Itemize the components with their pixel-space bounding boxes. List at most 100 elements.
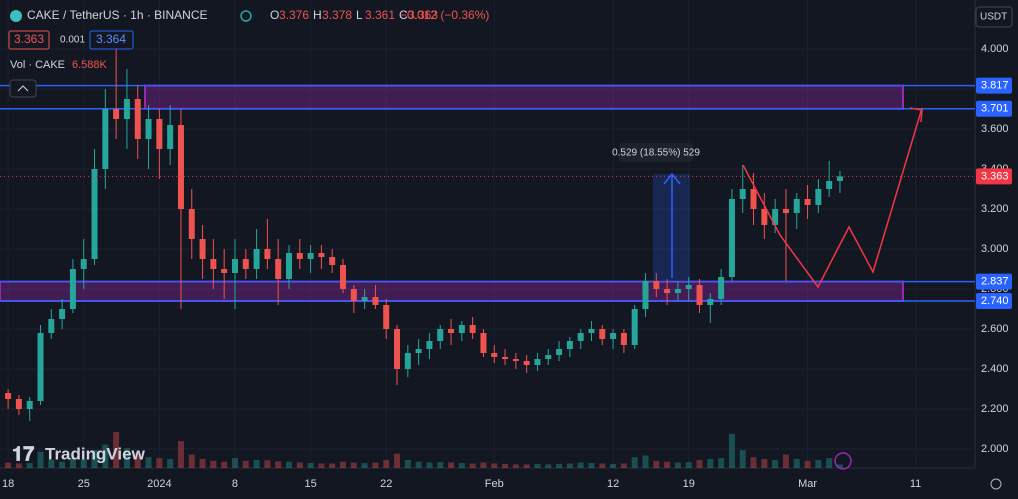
y-tick-label: 2.600 (981, 323, 1009, 335)
candle-body (750, 189, 757, 209)
candle-body (480, 333, 487, 353)
candle-body (156, 119, 163, 149)
ohlc-value: 3.378 (322, 8, 352, 22)
x-tick-label: Feb (485, 478, 504, 490)
volume-bar (469, 463, 476, 468)
level-label: 2.740 (981, 295, 1009, 307)
currency-button[interactable] (975, 6, 1013, 28)
volume-bar (782, 454, 789, 468)
candle-body (685, 285, 692, 289)
volume-bar (577, 462, 584, 468)
volume-bar (491, 463, 498, 468)
candle-body (5, 393, 12, 399)
spread: 0.001 (60, 35, 85, 46)
x-tick-label: 11 (910, 478, 921, 490)
candle-body (199, 239, 206, 259)
volume-bar (15, 463, 22, 468)
collapse-button[interactable] (9, 79, 37, 98)
volume-bar (523, 464, 530, 468)
volume-bar (113, 432, 120, 468)
volume-bar (566, 463, 573, 468)
x-tick-label: 12 (607, 478, 619, 490)
bid[interactable]: 3.363 (14, 32, 44, 46)
volume-bar (426, 462, 433, 468)
x-tick-label: 15 (304, 478, 316, 490)
candle-body (556, 349, 563, 355)
x-tick-label: 25 (78, 478, 90, 490)
x-tick-label: 22 (380, 478, 392, 490)
candle-body (231, 259, 238, 273)
candle-body (350, 289, 357, 301)
volume-bar (610, 463, 617, 468)
candle-body (448, 329, 455, 333)
candle-body (653, 281, 660, 289)
candle-body (642, 281, 649, 309)
volume-bar (545, 464, 552, 468)
volume-bar (750, 457, 757, 468)
volume-bar (707, 459, 714, 468)
ohlc-value: 3.363 (408, 8, 438, 22)
y-tick-label: 2.400 (981, 363, 1009, 375)
ask[interactable]: 3.364 (96, 32, 126, 46)
volume-bar (394, 453, 401, 468)
volume-bar (296, 462, 303, 468)
currency[interactable]: USDT (980, 12, 1007, 23)
candle-body (566, 341, 573, 349)
symbol: CAKE / TetherUS · 1h · BINANCE (27, 8, 208, 22)
grid (0, 0, 975, 468)
volume-bar (448, 462, 455, 468)
candle-body (534, 359, 541, 365)
volume-bar (231, 458, 238, 468)
volume-bar (48, 459, 55, 468)
candle-body (815, 189, 822, 205)
volume-bar (437, 462, 444, 468)
volume-bar (177, 441, 184, 468)
y-tick-label: 2.000 (981, 443, 1009, 455)
x-tick-label: 18 (2, 478, 14, 490)
candle-body (318, 253, 325, 257)
candle-body (340, 265, 347, 289)
volume-bar (383, 459, 390, 468)
volume-bar (199, 459, 206, 468)
volume-bar (664, 461, 671, 468)
volume-bar (145, 457, 152, 468)
volume-bar (556, 463, 563, 468)
volume-bar (264, 460, 271, 468)
candle-body (545, 355, 552, 359)
level-label: 2.837 (981, 276, 1009, 288)
volume-bar (361, 463, 368, 468)
candle-body (123, 99, 130, 119)
volume-bar (480, 462, 487, 468)
measure-label: 0.529 (18.55%) 529 (612, 148, 700, 159)
volume-bar (836, 464, 843, 468)
candle-body (437, 329, 444, 341)
candle-body (37, 333, 44, 401)
volume-bar (404, 459, 411, 468)
volume-bar (728, 433, 735, 468)
volume-bar (350, 462, 357, 468)
candle-body (91, 169, 98, 259)
candle-body (404, 353, 411, 369)
candle-body (145, 119, 152, 139)
settings-icon[interactable] (990, 478, 1002, 490)
volume-bar (318, 463, 325, 468)
x-tick-label: 19 (683, 478, 695, 490)
ohlc-key: L (356, 8, 363, 22)
events-icon[interactable] (834, 452, 852, 470)
volume-bar (26, 463, 33, 468)
volume-bar (37, 451, 44, 468)
measure-arrow-head (663, 172, 681, 185)
volume-bar (588, 463, 595, 468)
candle-body (329, 257, 336, 265)
ohlc-key: C (399, 8, 408, 22)
volume-bar (5, 462, 12, 468)
ohlc: O 3.376 H 3.378 L 3.361 C 3.363 (270, 8, 438, 22)
candle-body (394, 329, 401, 369)
volume-bar (210, 460, 217, 468)
axes: 2.0002.2002.4002.6002.8003.0003.2003.400… (0, 43, 1012, 490)
candle-body (696, 285, 703, 305)
volume-bar (653, 460, 660, 468)
volume-bar (329, 463, 336, 468)
volume-bar (156, 458, 163, 468)
